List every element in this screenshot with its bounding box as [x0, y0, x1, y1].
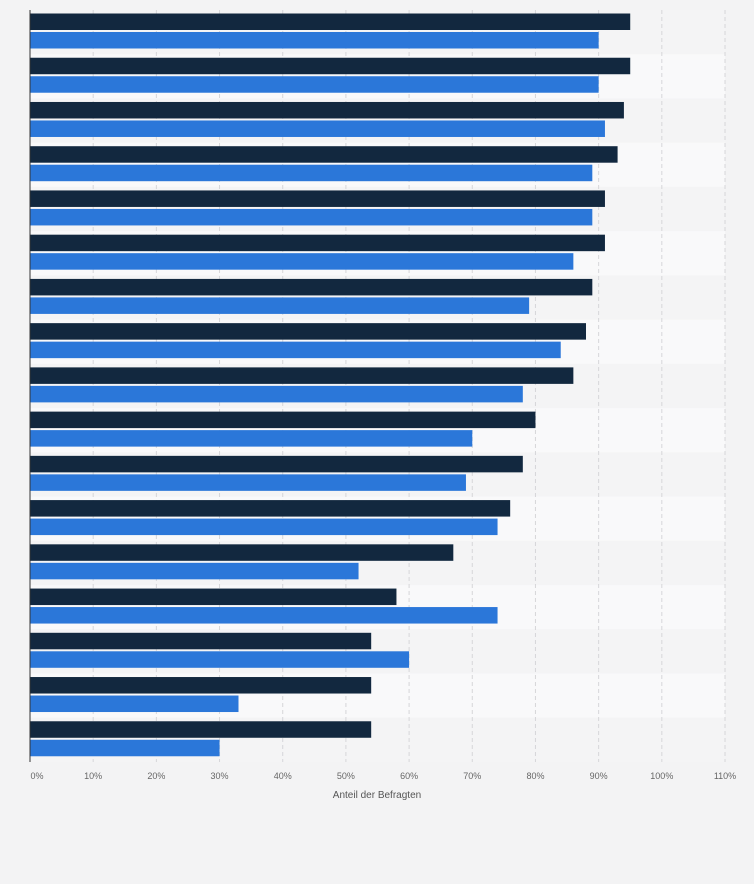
bar-series-2[interactable]	[30, 695, 239, 713]
bar-series-1[interactable]	[30, 323, 586, 340]
bar-series-1[interactable]	[30, 367, 574, 384]
bar-series-2[interactable]	[30, 607, 498, 624]
bar-series-2[interactable]	[30, 651, 410, 668]
bar-series-1[interactable]	[30, 544, 454, 561]
x-tick-label: 0%	[30, 771, 43, 781]
bar-series-2[interactable]	[30, 341, 561, 359]
x-tick-label: 80%	[526, 771, 544, 781]
bar-series-2[interactable]	[30, 253, 574, 270]
bar-series-1[interactable]	[30, 190, 605, 207]
bar-series-2[interactable]	[30, 76, 599, 93]
bar-series-1[interactable]	[30, 57, 631, 75]
x-tick-label: 100%	[650, 771, 673, 781]
x-tick-label: 50%	[337, 771, 355, 781]
x-tick-label: 20%	[147, 771, 165, 781]
bar-series-1[interactable]	[30, 13, 631, 31]
bar-series-1[interactable]	[30, 500, 511, 517]
bar-series-1[interactable]	[30, 632, 372, 650]
x-tick-label: 10%	[84, 771, 102, 781]
bar-series-2[interactable]	[30, 32, 599, 49]
bar-series-2[interactable]	[30, 739, 220, 757]
bar-series-1[interactable]	[30, 411, 536, 429]
x-axis-label: Anteil der Befragten	[333, 790, 421, 801]
x-tick-label: 90%	[590, 771, 608, 781]
bar-series-2[interactable]	[30, 474, 466, 491]
x-tick-label: 70%	[463, 771, 481, 781]
bar-series-1[interactable]	[30, 455, 523, 473]
bar-series-1[interactable]	[30, 588, 397, 606]
bar-series-2[interactable]	[30, 562, 359, 580]
x-tick-label: 60%	[400, 771, 418, 781]
x-tick-label: 40%	[274, 771, 292, 781]
bar-series-2[interactable]	[30, 385, 523, 403]
bar-series-1[interactable]	[30, 146, 618, 163]
x-tick-labels: 0% 10% 20% 30% 40% 50% 60% 70% 80% 90% 100% 110%	[30, 771, 736, 781]
bar-series-2[interactable]	[30, 430, 473, 447]
bars	[30, 13, 631, 757]
bar-series-1[interactable]	[30, 721, 372, 738]
bar-series-2[interactable]	[30, 208, 593, 226]
bar-series-2[interactable]	[30, 120, 605, 137]
x-tick-label: 30%	[211, 771, 229, 781]
bar-series-2[interactable]	[30, 297, 530, 314]
bar-series-1[interactable]	[30, 278, 593, 296]
bar-series-1[interactable]	[30, 234, 605, 252]
bar-series-2[interactable]	[30, 164, 593, 182]
x-tick-label: 110%	[714, 771, 736, 781]
bar-series-2[interactable]	[30, 518, 498, 536]
bar-series-1[interactable]	[30, 101, 624, 119]
bar-series-1[interactable]	[30, 677, 372, 694]
